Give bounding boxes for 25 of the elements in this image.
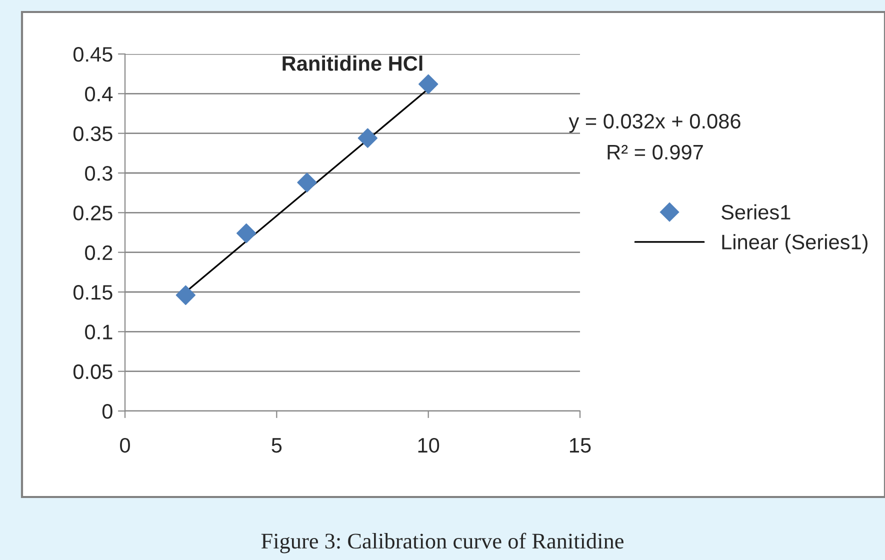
x-tick-label: 15 bbox=[570, 438, 591, 453]
y-tick-label: 0.15 bbox=[73, 285, 112, 300]
annotation: y = 0.032x + 0.086 bbox=[568, 114, 740, 133]
y-tick-label: 0.05 bbox=[73, 364, 112, 380]
point bbox=[176, 285, 196, 306]
x-tick-label: 10 bbox=[418, 438, 440, 453]
point bbox=[297, 172, 317, 192]
x-tick-label: 0 bbox=[120, 438, 130, 453]
point bbox=[418, 74, 438, 94]
y-tick-label: 0.2 bbox=[85, 245, 112, 260]
y-tick-label: 0.4 bbox=[85, 86, 113, 102]
y-tick-label: 0.1 bbox=[85, 324, 112, 340]
chart-title: Ranitidine HCl bbox=[282, 56, 422, 71]
y-tick-label: 0.3 bbox=[85, 166, 112, 181]
caption: Figure 3: Calibration curve of Ranitidine bbox=[261, 532, 624, 554]
y-tick-label: 0.25 bbox=[73, 206, 112, 220]
y-tick-label: 0 bbox=[102, 404, 112, 419]
y-tick-label: 0.45 bbox=[73, 47, 112, 62]
legend-label: Linear (Series1) bbox=[722, 234, 868, 254]
point bbox=[358, 128, 378, 148]
y-tick-label: 0.35 bbox=[73, 126, 112, 142]
text: R² = 0.997 bbox=[608, 144, 703, 160]
x-tick-label: 5 bbox=[272, 438, 282, 453]
point bbox=[236, 223, 256, 244]
legend-label: Series1 bbox=[722, 204, 790, 220]
